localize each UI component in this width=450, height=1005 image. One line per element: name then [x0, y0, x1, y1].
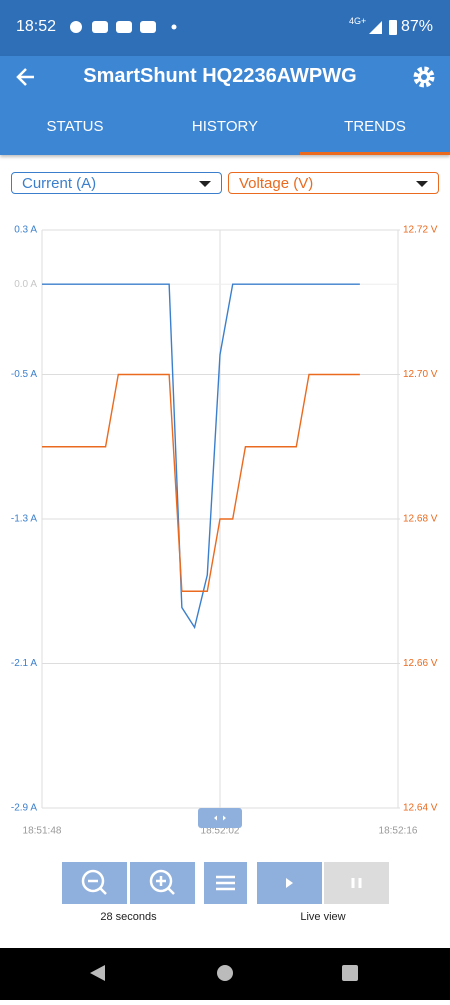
pause-button[interactable] — [324, 862, 389, 904]
y2-tick-label: 12.72 V — [403, 225, 438, 236]
clock: 18:52 — [16, 18, 57, 35]
play-button[interactable] — [257, 862, 322, 904]
y2-tick-label: 12.64 V — [403, 803, 438, 814]
tab[interactable]: STATUS — [46, 118, 104, 135]
y2-tick-label: 12.70 V — [403, 369, 438, 380]
status-bar: 18:52 4G+ 87% — [0, 0, 450, 56]
chart: 18:52:16 18:52:02 18:51:48 12.64 V 12.66 V 12… — [11, 225, 438, 837]
series-line — [42, 283, 360, 630]
zoom-out-button[interactable] — [62, 862, 127, 904]
tab[interactable]: TRENDS — [344, 118, 406, 135]
menu-button[interactable] — [204, 862, 247, 904]
navigation-bar — [0, 948, 450, 1000]
app-title: SmartShunt HQ2236AWPWG — [83, 65, 357, 87]
y-tick-label: -1.3 A — [11, 514, 37, 525]
app-bar: SmartShunt HQ2236AWPWG STATUS HISTORY TR… — [0, 56, 450, 155]
y2-tick-label: 12.66 V — [403, 658, 438, 669]
y2-tick-label: 12.68 V — [403, 514, 438, 525]
battery-level: 87% — [401, 18, 434, 35]
settings-button[interactable] — [411, 64, 437, 90]
signal-battery-icons — [369, 20, 397, 35]
y-tick-label: -0.5 A — [11, 369, 37, 380]
legend-entry: Voltage (V) — [239, 175, 314, 192]
x-tick-label: 18:52:02 — [201, 826, 240, 837]
legend-entry: Current (A) — [22, 175, 97, 192]
y-tick-label: -2.9 A — [11, 803, 37, 814]
y-tick-label: -2.1 A — [11, 658, 37, 669]
notification-icons — [70, 21, 177, 33]
network-type: 4G+ — [349, 16, 367, 26]
back-button[interactable] — [14, 66, 40, 88]
x-tick-label: 18:51:48 — [23, 826, 62, 837]
left-series-selector[interactable]: Current (A) — [11, 172, 222, 194]
zoom-in-button[interactable] — [130, 862, 195, 904]
live-view-label: Live view — [300, 911, 346, 923]
right-series-selector[interactable]: Voltage (V) — [228, 172, 439, 194]
zoom-label: 28 seconds — [100, 911, 157, 923]
y-tick-label: 0.3 A — [14, 225, 37, 236]
tab-indicator — [300, 152, 450, 155]
series-line — [42, 373, 360, 592]
scroll-handle[interactable] — [198, 808, 242, 828]
tab[interactable]: HISTORY — [191, 118, 259, 135]
x-tick-label: 18:52:16 — [379, 826, 418, 837]
y-tick-label: 0.0 A — [14, 279, 37, 290]
